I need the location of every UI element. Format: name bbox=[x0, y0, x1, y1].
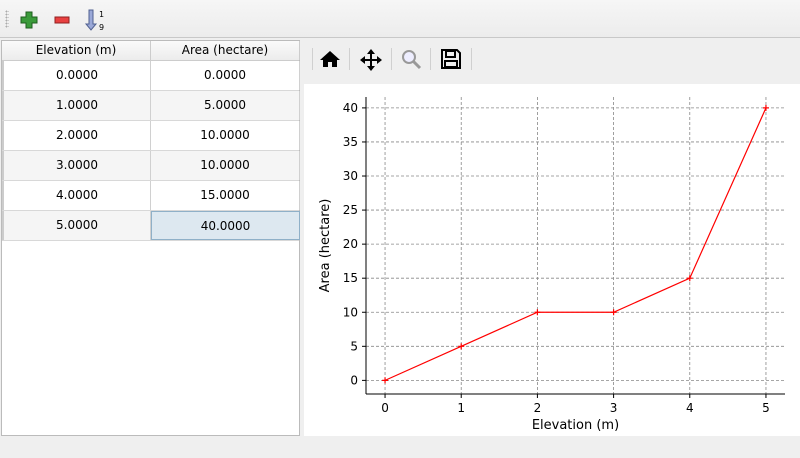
data-point-marker bbox=[762, 104, 769, 111]
table-row[interactable]: 3.0000 10.0000 bbox=[2, 151, 300, 181]
y-tick-label: 40 bbox=[343, 101, 358, 115]
x-tick-label: 1 bbox=[457, 401, 465, 415]
y-axis-label: Area (hectare) bbox=[318, 199, 333, 293]
svg-text:1: 1 bbox=[99, 10, 104, 19]
area-cell[interactable]: 40.0000 bbox=[151, 211, 300, 240]
area-cell[interactable]: 5.0000 bbox=[151, 91, 300, 120]
plot-toolbar bbox=[304, 40, 800, 82]
zoom-icon bbox=[402, 50, 422, 70]
line-chart: 0 1 2 3 4 5 0 5 10 15 20 25 30 35 40 Elevation (m) Area … bbox=[318, 97, 785, 433]
x-tick-label: 5 bbox=[762, 401, 770, 415]
table-row[interactable]: 2.0000 10.0000 bbox=[2, 121, 300, 151]
data-point-marker bbox=[458, 343, 465, 350]
status-bar bbox=[0, 436, 800, 458]
svg-text:9: 9 bbox=[99, 23, 104, 32]
elevation-cell[interactable]: 0.0000 bbox=[2, 61, 151, 90]
y-tick-label: 0 bbox=[350, 373, 358, 387]
toolbar-grip[interactable] bbox=[5, 10, 9, 28]
y-tick-label: 25 bbox=[343, 203, 358, 217]
y-tick-label: 10 bbox=[343, 305, 358, 319]
data-point-marker bbox=[686, 275, 693, 282]
home-button[interactable] bbox=[319, 48, 341, 70]
pan-button[interactable] bbox=[359, 48, 382, 71]
table-row[interactable]: 4.0000 15.0000 bbox=[2, 181, 300, 211]
y-tick-label: 35 bbox=[343, 135, 358, 149]
data-point-marker bbox=[610, 309, 617, 316]
x-tick-label: 4 bbox=[686, 401, 694, 415]
data-table[interactable]: Elevation (m) Area (hectare) 0.0000 0.000… bbox=[1, 40, 300, 436]
x-tick-label: 0 bbox=[381, 401, 389, 415]
x-tick-label: 3 bbox=[610, 401, 618, 415]
elevation-cell[interactable]: 2.0000 bbox=[2, 121, 151, 150]
column-header-elevation[interactable]: Elevation (m) bbox=[2, 41, 151, 60]
sort-ascending-icon: 19 bbox=[84, 9, 104, 32]
elevation-cell[interactable]: 4.0000 bbox=[2, 181, 151, 210]
zoom-button[interactable] bbox=[400, 48, 422, 70]
elevation-cell[interactable]: 5.0000 bbox=[2, 211, 151, 240]
area-cell[interactable]: 0.0000 bbox=[151, 61, 300, 90]
remove-row-button[interactable] bbox=[51, 8, 73, 30]
plus-icon bbox=[20, 11, 38, 29]
home-icon bbox=[320, 51, 340, 67]
elevation-cell[interactable]: 1.0000 bbox=[2, 91, 151, 120]
save-icon bbox=[441, 49, 461, 69]
pan-icon bbox=[360, 49, 382, 71]
elevation-cell[interactable]: 3.0000 bbox=[2, 151, 151, 180]
column-header-area[interactable]: Area (hectare) bbox=[151, 41, 300, 60]
table-header: Elevation (m) Area (hectare) bbox=[2, 41, 300, 61]
x-tick-label: 2 bbox=[534, 401, 542, 415]
x-axis-label: Elevation (m) bbox=[532, 418, 619, 433]
minus-icon bbox=[54, 16, 70, 24]
table-row[interactable]: 1.0000 5.0000 bbox=[2, 91, 300, 121]
y-tick-label: 30 bbox=[343, 169, 358, 183]
data-point-marker bbox=[534, 309, 541, 316]
y-tick-label: 5 bbox=[350, 339, 358, 353]
table-row[interactable]: 0.0000 0.0000 bbox=[2, 61, 300, 91]
area-cell[interactable]: 10.0000 bbox=[151, 121, 300, 150]
y-tick-label: 15 bbox=[343, 271, 358, 285]
area-cell[interactable]: 10.0000 bbox=[151, 151, 300, 180]
table-row[interactable]: 5.0000 40.0000 bbox=[2, 211, 300, 241]
data-point-marker bbox=[382, 377, 389, 384]
y-tick-label: 20 bbox=[343, 237, 358, 251]
plot-canvas[interactable]: 0 1 2 3 4 5 0 5 10 15 20 25 30 35 40 Elevation (m) Area … bbox=[304, 84, 800, 436]
add-row-button[interactable] bbox=[18, 8, 40, 30]
series-line bbox=[384, 107, 767, 381]
save-button[interactable] bbox=[440, 48, 462, 70]
area-cell[interactable]: 15.0000 bbox=[151, 181, 300, 210]
